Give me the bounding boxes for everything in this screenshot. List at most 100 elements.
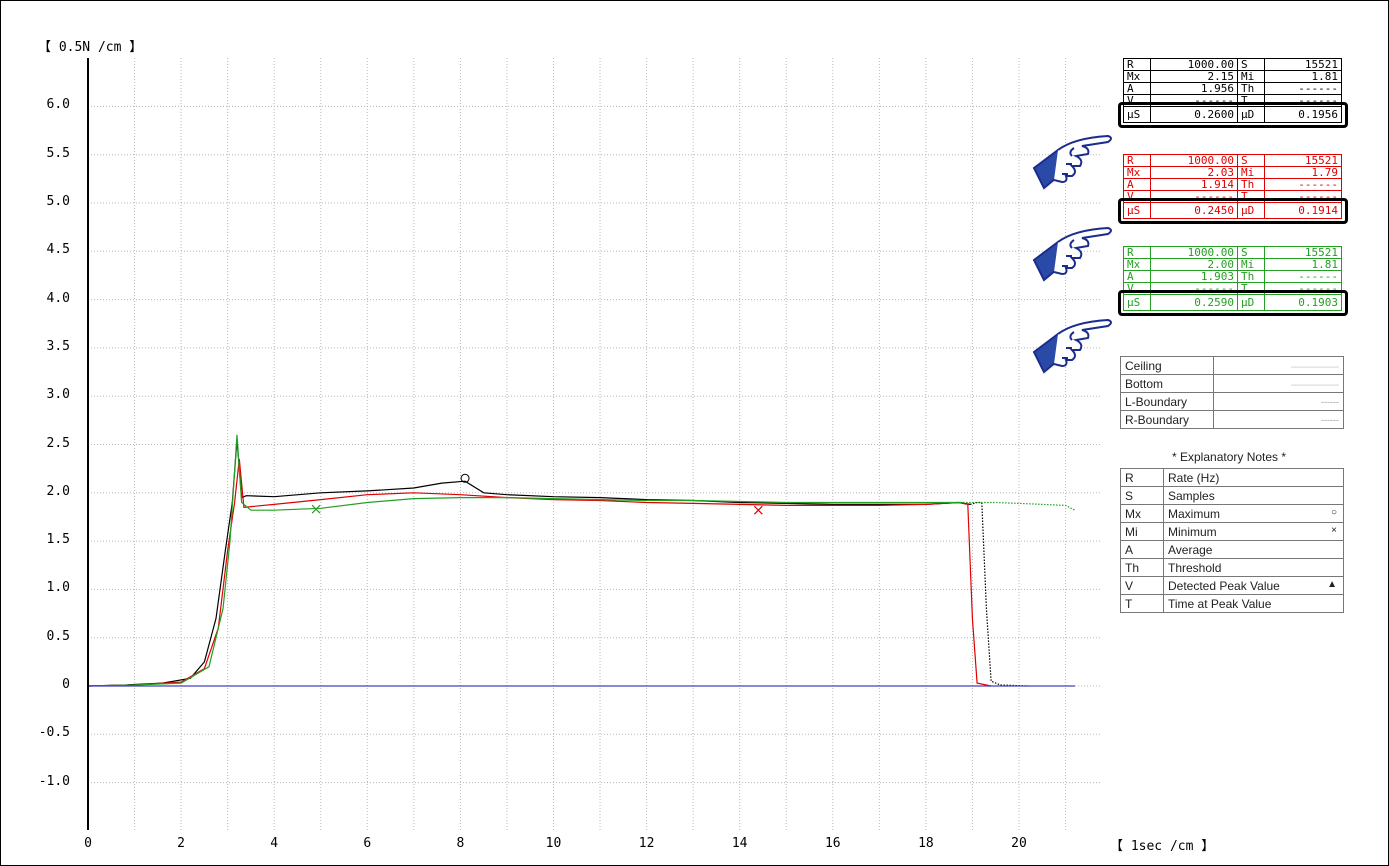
pointing-hand-icon bbox=[1032, 134, 1112, 190]
y-tick-label: 1.5 bbox=[46, 532, 70, 548]
notes-desc: Minimum × bbox=[1163, 522, 1344, 541]
stats-cell: ------ bbox=[1264, 270, 1342, 283]
y-tick-label: 4.5 bbox=[46, 242, 70, 258]
stats-cell: 1000.00 bbox=[1150, 154, 1238, 167]
pointing-hand-icon bbox=[1032, 318, 1112, 374]
notes-symbol: × bbox=[1331, 524, 1337, 536]
stats-cell: 2.00 bbox=[1150, 258, 1238, 271]
stats-cell: Mi bbox=[1237, 70, 1265, 83]
stats-row: Mx 2.03 Mi 1.79 bbox=[1123, 166, 1342, 179]
stats-cell: A bbox=[1123, 270, 1151, 283]
x-tick-label: 4 bbox=[270, 836, 279, 851]
stats-row: R 1000.00 S 15521 bbox=[1123, 246, 1342, 259]
mu-value: 0.1903 bbox=[1264, 294, 1342, 311]
stats-cell: Mi bbox=[1237, 166, 1265, 179]
mu-value: 0.2600 bbox=[1150, 106, 1238, 123]
notes-desc: Samples bbox=[1163, 486, 1344, 505]
notes-key: T bbox=[1120, 594, 1164, 613]
notes-row: A Average bbox=[1120, 540, 1344, 559]
stats-cell: ------ bbox=[1264, 178, 1342, 191]
notes-title: * Explanatory Notes * bbox=[1172, 450, 1287, 464]
friction-coefficient-row: μS 0.2600 μD 0.1956 bbox=[1123, 106, 1342, 123]
notes-row: Mi Minimum × bbox=[1120, 522, 1344, 541]
stats-cell: 1.81 bbox=[1264, 258, 1342, 271]
y-tick-label: 0 bbox=[62, 677, 70, 692]
notes-row: Mx Maximum ○ bbox=[1120, 504, 1344, 523]
notes-row: T Time at Peak Value bbox=[1120, 594, 1344, 613]
legend-row-r-boundary: R-Boundary ------ bbox=[1120, 410, 1344, 429]
stats-cell: R bbox=[1123, 246, 1151, 259]
stats-row: Mx 2.00 Mi 1.81 bbox=[1123, 258, 1342, 271]
y-axis-label: 【 0.5N /cm 】 bbox=[38, 40, 143, 55]
stats-row: A 1.903 Th ------ bbox=[1123, 270, 1342, 283]
stats-row: A 1.914 Th ------ bbox=[1123, 178, 1342, 191]
stats-cell: 1.903 bbox=[1150, 270, 1238, 283]
mu-highlight-box bbox=[1117, 289, 1348, 316]
series-line bbox=[963, 501, 1076, 511]
x-tick-label: 2 bbox=[177, 836, 185, 851]
y-tick-label: 4.0 bbox=[46, 290, 70, 306]
stats-cell: 1000.00 bbox=[1150, 246, 1238, 259]
stats-table: R 1000.00 S 15521 Mx 2.15 Mi 1.81 A 1.956 Th ------… bbox=[1123, 58, 1342, 123]
mu-label: μD bbox=[1237, 294, 1265, 311]
y-tick-label: 5.0 bbox=[46, 194, 70, 209]
x-tick-label: 6 bbox=[363, 836, 372, 851]
notes-desc: Detected Peak Value ▲ bbox=[1163, 576, 1344, 595]
series-lines bbox=[87, 434, 1076, 687]
notes-symbol: ▲ bbox=[1327, 578, 1337, 590]
series-line bbox=[969, 501, 1029, 687]
mu-label: μS bbox=[1123, 294, 1151, 311]
mu-value: 0.2590 bbox=[1150, 294, 1238, 311]
mu-highlight-box bbox=[1117, 101, 1348, 128]
stats-cell: 1.914 bbox=[1150, 178, 1238, 191]
notes-key: Mx bbox=[1120, 504, 1164, 523]
stats-cell: A bbox=[1123, 178, 1151, 191]
legend-row-ceiling: Ceiling ———— bbox=[1120, 356, 1344, 375]
min-marker bbox=[753, 505, 763, 515]
x-tick-label: 8 bbox=[456, 836, 465, 851]
x-axis-label: 【 1sec /cm 】 bbox=[1110, 839, 1215, 854]
stats-cell: R bbox=[1123, 154, 1151, 167]
y-tick-label: 0.5 bbox=[46, 628, 70, 644]
notes-key: R bbox=[1120, 468, 1164, 487]
pointing-hand-icon bbox=[1032, 226, 1112, 282]
notes-desc: Average bbox=[1163, 540, 1344, 559]
stats-cell: ------ bbox=[1264, 82, 1342, 95]
stats-cell: Th bbox=[1237, 82, 1265, 95]
grid bbox=[88, 58, 1101, 830]
notes-symbol: ○ bbox=[1330, 506, 1337, 518]
y-tick-label: 2.0 bbox=[46, 483, 70, 499]
stats-cell: Mi bbox=[1237, 258, 1265, 271]
notes-key: A bbox=[1120, 540, 1164, 559]
stats-cell: A bbox=[1123, 82, 1151, 95]
legend-row-bottom: Bottom ———— bbox=[1120, 374, 1344, 393]
x-tick-label: 14 bbox=[731, 836, 748, 851]
legend-row-l-boundary: L-Boundary ------ bbox=[1120, 392, 1344, 411]
y-tick-label: -0.5 bbox=[38, 725, 70, 741]
stats-cell: 2.03 bbox=[1150, 166, 1238, 179]
stats-cell: S bbox=[1237, 246, 1265, 259]
stats-cell: 15521 bbox=[1264, 154, 1342, 167]
stats-row: R 1000.00 S 15521 bbox=[1123, 154, 1342, 167]
mu-label: μS bbox=[1123, 106, 1151, 123]
stats-row: A 1.956 Th ------ bbox=[1123, 82, 1342, 95]
x-tick-label: 16 bbox=[824, 836, 841, 851]
stats-cell: 1.79 bbox=[1264, 166, 1342, 179]
notes-desc: Rate (Hz) bbox=[1163, 468, 1344, 487]
stats-cell: 1.81 bbox=[1264, 70, 1342, 83]
mu-value: 0.1956 bbox=[1264, 106, 1342, 123]
max-marker bbox=[460, 473, 470, 483]
x-tick-label: 20 bbox=[1011, 836, 1027, 851]
y-tick-label: -1.0 bbox=[38, 773, 70, 789]
mu-highlight-box bbox=[1117, 197, 1348, 224]
stats-cell: Mx bbox=[1123, 70, 1151, 83]
min-marker bbox=[311, 504, 321, 514]
explanatory-notes-table: R Rate (Hz) S Samples Mx Maximum ○ Mi Minimum × A A… bbox=[1120, 468, 1344, 613]
stats-row: R 1000.00 S 15521 bbox=[1123, 58, 1342, 71]
stats-cell: Mx bbox=[1123, 258, 1151, 271]
stats-cell: 1000.00 bbox=[1150, 58, 1238, 71]
notes-row: R Rate (Hz) bbox=[1120, 468, 1344, 487]
notes-desc: Maximum ○ bbox=[1163, 504, 1344, 523]
stats-row: Mx 2.15 Mi 1.81 bbox=[1123, 70, 1342, 83]
